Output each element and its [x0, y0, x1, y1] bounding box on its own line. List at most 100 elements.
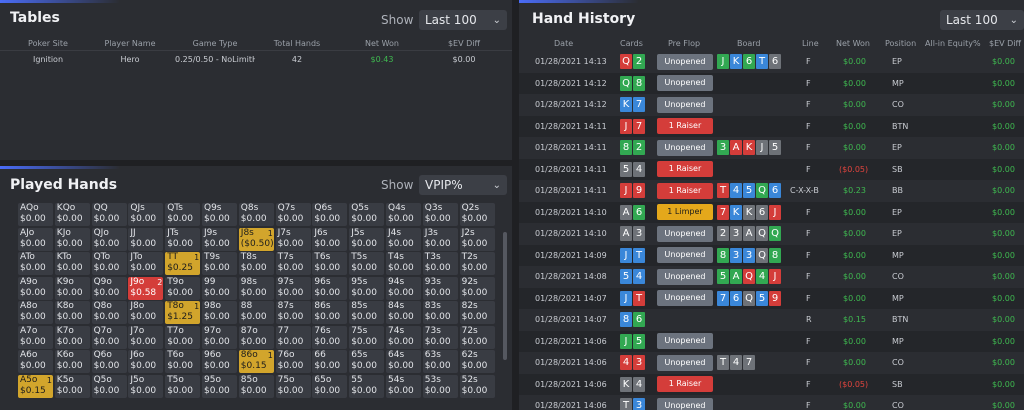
hand-cell[interactable]: 85s $0.00	[349, 301, 385, 324]
history-column-header[interactable]: All-in Equity%	[925, 38, 981, 48]
table-column-header[interactable]: Poker Site	[28, 39, 68, 48]
hand-cell[interactable]: 53s $0.00	[422, 374, 458, 398]
hand-cell[interactable]: 75o $0.00	[275, 374, 311, 398]
hand-cell[interactable]: T9s $0.00	[202, 252, 237, 275]
history-column-header[interactable]: Date	[554, 38, 574, 48]
hand-cell[interactable]: 75s $0.00	[349, 325, 385, 349]
history-row[interactable]: 01/28/2021 14:10 A 6 1 Limper 7 K K 6 J F $0.00 EP $…	[519, 201, 1024, 223]
hand-cell[interactable]: 74s $0.00	[386, 325, 421, 349]
table-row[interactable]: Ignition Hero 0.25/0.50 - NoLimitH 42 $0.43 $…	[0, 52, 512, 66]
hand-cell[interactable]: 76o $0.00	[275, 350, 311, 373]
hand-cell[interactable]: A6o $0.00	[18, 350, 53, 373]
hand-cell[interactable]: 95s $0.00	[349, 276, 385, 300]
hand-cell[interactable]: J3s $0.00	[422, 227, 458, 251]
hand-cell[interactable]: TT $0.25 1	[165, 252, 201, 275]
hand-cell[interactable]: Q7s $0.00	[275, 203, 311, 226]
history-row[interactable]: 01/28/2021 14:12 K 7 Unopened F $0.00 CO $0.00	[519, 94, 1024, 115]
hand-cell[interactable]: 65s $0.00	[349, 350, 385, 373]
hand-cell[interactable]: 64s $0.00	[386, 350, 421, 373]
history-column-header[interactable]: Cards	[620, 38, 643, 48]
hand-cell[interactable]: T6o $0.00	[165, 350, 201, 373]
history-row[interactable]: 01/28/2021 14:11 J 9 1 Raiser T 4 5 Q 6 C-X-X-B $0…	[519, 180, 1024, 201]
history-row[interactable]: 01/28/2021 14:06 J 5 Unopened F $0.00 MP $0.00	[519, 330, 1024, 352]
hand-cell[interactable]: 73s $0.00	[422, 325, 458, 349]
hand-cell[interactable]: 99 $0.00	[202, 276, 237, 300]
hand-cell[interactable]: J7o $0.00	[128, 325, 164, 349]
hand-cell[interactable]: J9s $0.00	[202, 227, 237, 251]
tables-filter-select[interactable]: Last 100 ⌄	[419, 10, 507, 30]
hand-cell[interactable]: 97o $0.00	[202, 325, 237, 349]
history-row[interactable]: 01/28/2021 14:07 J T Unopened 7 6 Q 5 9 F $0.00 MP $…	[519, 287, 1024, 309]
hand-cell[interactable]: 77 $0.00	[275, 325, 311, 349]
hand-cell[interactable]: K5o $0.00	[54, 374, 90, 398]
hand-cell[interactable]: 52s $0.00	[459, 374, 495, 398]
hand-cell[interactable]: J7s $0.00	[275, 227, 311, 251]
hand-cell[interactable]: Q7o $0.00	[91, 325, 127, 349]
history-row[interactable]: 01/28/2021 14:11 J 7 1 Raiser F $0.00 BTN $0.00	[519, 115, 1024, 137]
hand-cell[interactable]: 97s $0.00	[275, 276, 311, 300]
hand-cell[interactable]: J5s $0.00	[349, 227, 385, 251]
hand-cell[interactable]: 76s $0.00	[312, 325, 348, 349]
hand-cell[interactable]: 65o $0.00	[312, 374, 348, 398]
hand-cell[interactable]: Q9o $0.00	[91, 276, 127, 300]
hand-cell[interactable]: Q2s $0.00	[459, 203, 495, 226]
hand-cell[interactable]: J5o $0.00	[128, 374, 164, 398]
hand-cell[interactable]: QJs $0.00	[128, 203, 164, 226]
hand-cell[interactable]: A8o $0.00	[18, 301, 53, 324]
hand-cell[interactable]: 96o $0.00	[202, 350, 237, 373]
history-filter-select[interactable]: Last 100 ⌄	[940, 10, 1024, 30]
hand-cell[interactable]: J8s ($0.50) 1	[238, 227, 274, 251]
history-row[interactable]: 01/28/2021 14:06 T 3 Unopened F $0.00 CO $0.00	[519, 395, 1024, 410]
played-filter-select[interactable]: VPIP% ⌄	[419, 175, 507, 195]
hand-cell[interactable]: Q3s $0.00	[422, 203, 458, 226]
hand-cell[interactable]: QQ $0.00	[91, 203, 127, 226]
hand-cell[interactable]: 98o $0.00	[202, 301, 237, 324]
history-column-header[interactable]: Net Won	[836, 38, 870, 48]
hand-cell[interactable]: 92s $0.00	[459, 276, 495, 300]
hand-cell[interactable]: K6o $0.00	[54, 350, 90, 373]
hand-cell[interactable]: Q6o $0.00	[91, 350, 127, 373]
history-column-header[interactable]: Board	[737, 38, 761, 48]
hand-cell[interactable]: A5o $0.15 1	[18, 374, 53, 398]
hand-cell[interactable]: K8o $0.00	[54, 301, 90, 324]
hand-cell[interactable]: J2s $0.00	[459, 227, 495, 251]
hand-cell[interactable]: 54s $0.00	[386, 374, 421, 398]
hand-cell[interactable]: T8s $0.00	[238, 252, 274, 275]
history-row[interactable]: 01/28/2021 14:13 Q 2 Unopened J K 6 T 6 F $0.00 EP $…	[519, 51, 1024, 72]
hand-cell[interactable]: J6o $0.00	[128, 350, 164, 373]
played-scrollbar[interactable]	[503, 232, 507, 360]
history-column-header[interactable]: $EV Diff	[989, 38, 1022, 48]
hand-cell[interactable]: 63s $0.00	[422, 350, 458, 373]
history-row[interactable]: 01/28/2021 14:11 5 4 1 Raiser F ($0.05) SB $0.0…	[519, 158, 1024, 180]
hand-cell[interactable]: Q8s $0.00	[238, 203, 274, 226]
hand-cell[interactable]: T4s $0.00	[386, 252, 421, 275]
table-column-header[interactable]: Total Hands	[273, 39, 321, 48]
hand-cell[interactable]: 66 $0.00	[312, 350, 348, 373]
history-column-header[interactable]: Position	[885, 38, 917, 48]
history-column-header[interactable]: Pre Flop	[668, 38, 701, 48]
hand-cell[interactable]: T9o $0.00	[165, 276, 201, 300]
hand-cell[interactable]: T7s $0.00	[275, 252, 311, 275]
history-row[interactable]: 01/28/2021 14:08 5 4 Unopened 5 A Q 4 J F $0.00 CO $…	[519, 266, 1024, 287]
hand-cell[interactable]: T6s $0.00	[312, 252, 348, 275]
hand-cell[interactable]: T3s $0.00	[422, 252, 458, 275]
hand-cell[interactable]: 96s $0.00	[312, 276, 348, 300]
hand-cell[interactable]: JTo $0.00	[128, 252, 164, 275]
hand-cell[interactable]: ATo $0.00	[18, 252, 53, 275]
hand-cell[interactable]: 83s $0.00	[422, 301, 458, 324]
hand-cell[interactable]: Q9s $0.00	[202, 203, 237, 226]
history-row[interactable]: 01/28/2021 14:12 Q 8 Unopened F $0.00 MP $0.00	[519, 72, 1024, 94]
hand-cell[interactable]: 85o $0.00	[238, 374, 274, 398]
history-row[interactable]: 01/28/2021 14:10 A 3 Unopened 2 3 A Q Q F $0.00 EP $…	[519, 223, 1024, 244]
hand-cell[interactable]: 82s $0.00	[459, 301, 495, 324]
table-column-header[interactable]: Net Won	[365, 39, 399, 48]
hand-cell[interactable]: JJ $0.00	[128, 227, 164, 251]
history-row[interactable]: 01/28/2021 14:09 J T Unopened 8 3 3 Q 8 F $0.00 MP $…	[519, 244, 1024, 266]
history-row[interactable]: 01/28/2021 14:06 K 4 1 Raiser F ($0.05) SB $0.0…	[519, 373, 1024, 395]
hand-cell[interactable]: Q4s $0.00	[386, 203, 421, 226]
hand-cell[interactable]: J4s $0.00	[386, 227, 421, 251]
hand-cell[interactable]: J8o $0.00	[128, 301, 164, 324]
hand-cell[interactable]: QJo $0.00	[91, 227, 127, 251]
hand-cell[interactable]: Q5s $0.00	[349, 203, 385, 226]
hand-cell[interactable]: J6s $0.00	[312, 227, 348, 251]
